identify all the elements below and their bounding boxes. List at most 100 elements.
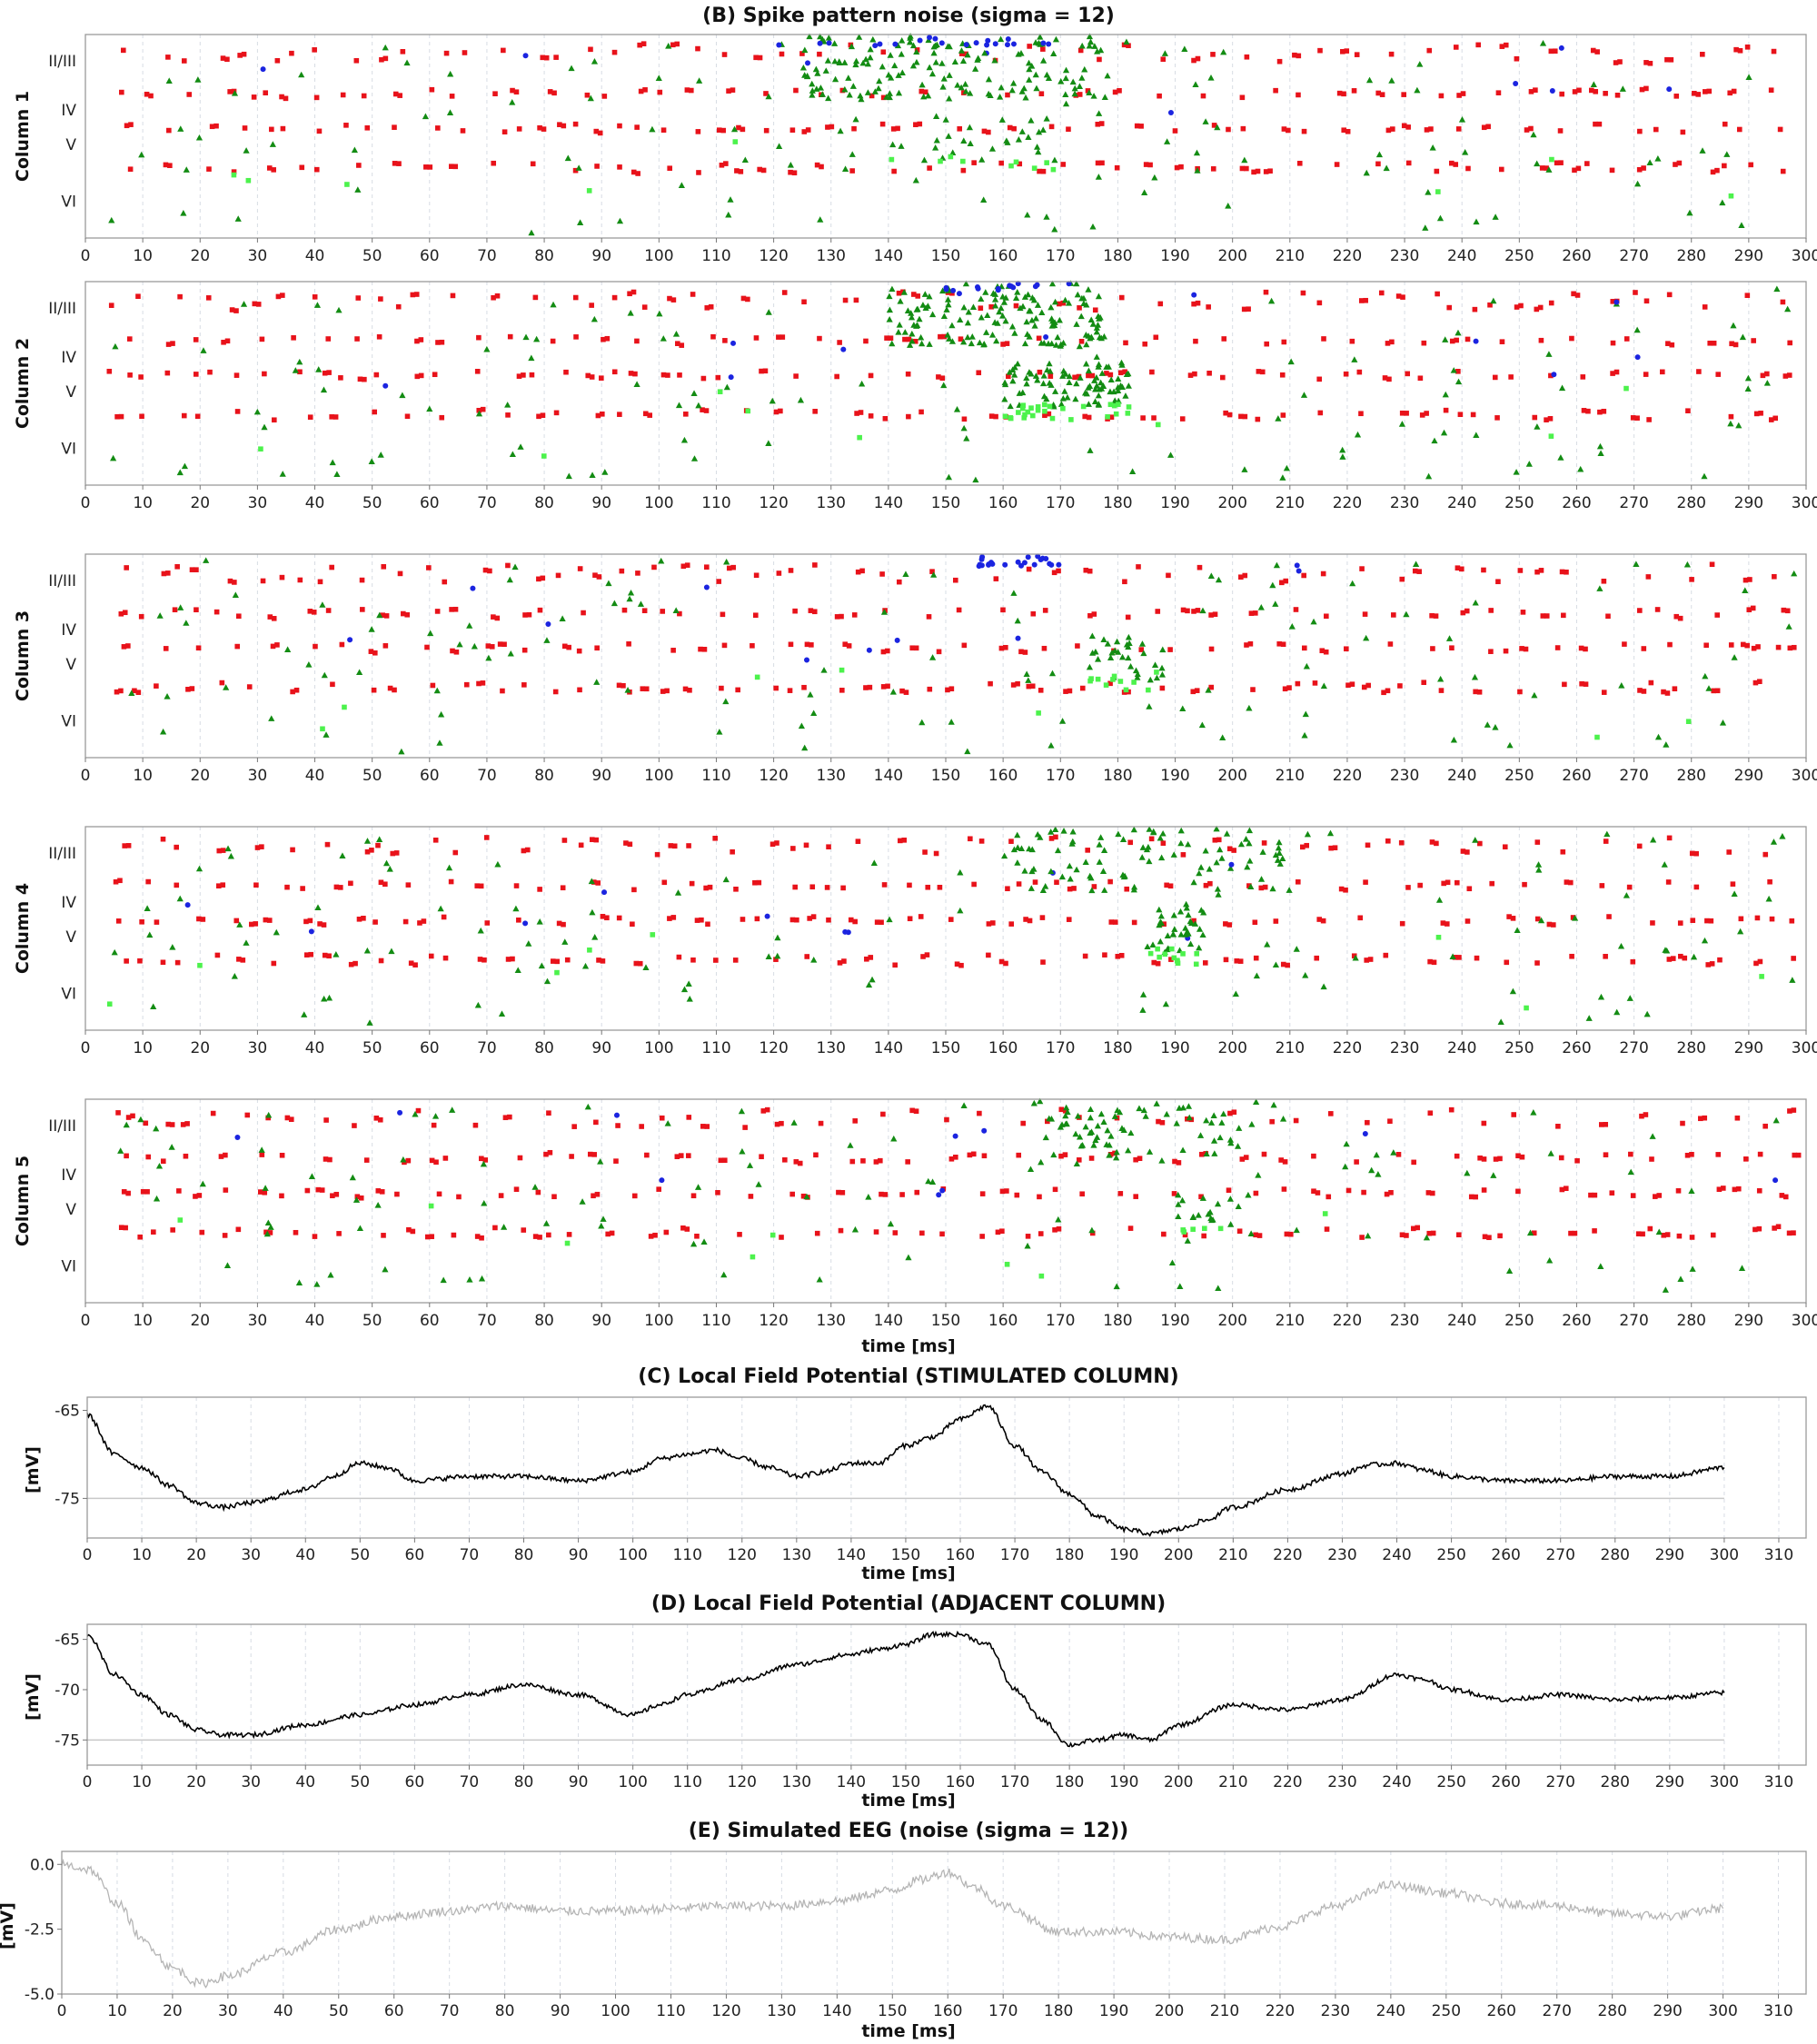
spike-marker [1048, 670, 1057, 677]
spike-marker [1142, 1113, 1149, 1119]
spike-marker [1046, 380, 1053, 386]
spike-marker [1787, 1108, 1792, 1114]
spike-marker [1268, 297, 1276, 304]
spike-marker [1344, 646, 1349, 652]
spike-marker [1038, 1231, 1044, 1236]
spike-marker [818, 1120, 824, 1126]
spike-marker [1133, 1194, 1139, 1199]
spike-marker [958, 336, 964, 342]
spike-marker [138, 374, 144, 380]
spike-marker [661, 879, 668, 886]
spike-marker [1005, 36, 1011, 43]
spike-marker [1673, 162, 1678, 167]
spike-marker [812, 562, 818, 568]
spike-marker [859, 380, 866, 387]
spike-marker [195, 134, 204, 141]
spike-marker [378, 879, 384, 886]
spike-marker [1062, 1120, 1069, 1127]
spike-marker [708, 304, 714, 310]
spike-marker [353, 57, 360, 64]
spike-marker [914, 1189, 920, 1196]
spike-marker [1731, 890, 1738, 897]
spike-marker [252, 301, 258, 307]
spike-marker [713, 958, 719, 963]
spike-marker [1261, 840, 1267, 846]
spike-marker [950, 287, 957, 293]
spike-marker [1773, 285, 1781, 293]
spike-marker [1404, 411, 1409, 416]
spike-marker [1492, 374, 1498, 381]
spike-marker [1663, 741, 1670, 748]
x-tick-label: 110 [701, 1039, 730, 1057]
spike-marker [1226, 126, 1231, 133]
spike-marker [1046, 360, 1053, 367]
spike-marker [172, 607, 178, 613]
spike-marker [776, 334, 781, 340]
spike-marker [717, 389, 723, 395]
spike-marker [988, 332, 997, 338]
spike-marker [1279, 855, 1286, 862]
spike-marker [1113, 1148, 1120, 1156]
spike-marker [932, 35, 938, 42]
spike-marker [259, 336, 265, 342]
spike-marker [1203, 1150, 1210, 1157]
spike-marker [1208, 1216, 1216, 1224]
x-tick-label: 70 [477, 247, 497, 265]
spike-marker [621, 682, 626, 689]
spike-marker [676, 954, 682, 960]
x-tick-label: 80 [534, 494, 554, 512]
spike-marker [1066, 372, 1073, 380]
spike-marker [1205, 686, 1212, 693]
spike-marker [339, 641, 345, 648]
spike-marker [1067, 688, 1073, 694]
spike-marker [1584, 161, 1590, 166]
x-tick-label: 210 [1276, 767, 1305, 785]
spike-marker [311, 610, 317, 615]
spike-marker [528, 354, 535, 362]
spike-marker [1097, 56, 1102, 63]
spike-marker [961, 81, 969, 87]
spike-marker [1243, 1155, 1249, 1160]
spike-marker [880, 1111, 886, 1117]
spike-marker [1555, 1123, 1561, 1129]
spike-marker [995, 287, 1001, 293]
spike-marker [279, 1193, 284, 1199]
spike-marker [1539, 40, 1547, 46]
spike-marker [177, 604, 184, 610]
spike-marker [1715, 372, 1722, 377]
spike-marker [1113, 411, 1119, 417]
spike-marker [888, 335, 894, 342]
spike-marker [703, 408, 710, 413]
spike-marker [1002, 317, 1009, 324]
spike-marker [993, 413, 998, 420]
spike-marker [672, 331, 680, 337]
spike-marker [1302, 972, 1309, 978]
spike-marker [1125, 411, 1131, 416]
spike-marker [1385, 341, 1391, 346]
spike-marker [806, 33, 813, 40]
spike-marker [1421, 340, 1427, 346]
spike-marker [925, 884, 931, 890]
spike-marker [1650, 920, 1655, 926]
spike-group [114, 553, 1798, 755]
spike-marker [1117, 679, 1124, 684]
spike-marker [308, 928, 314, 935]
spike-marker [870, 859, 878, 866]
spike-marker [1073, 1160, 1080, 1166]
spike-marker [1111, 1113, 1118, 1119]
spike-marker [1752, 680, 1759, 686]
spike-marker [1698, 1116, 1703, 1122]
spike-marker [453, 649, 460, 655]
spike-marker [1172, 1158, 1177, 1165]
spike-marker [1115, 954, 1121, 959]
spike-marker [550, 301, 557, 308]
spike-marker [686, 1153, 691, 1158]
spike-marker [351, 146, 358, 154]
spike-marker [480, 406, 486, 412]
spike-marker [1795, 1152, 1802, 1158]
spike-marker [161, 571, 167, 577]
spike-marker [723, 161, 729, 166]
spike-marker [918, 333, 925, 341]
spike-marker [1445, 635, 1454, 641]
spike-marker [1253, 610, 1258, 616]
